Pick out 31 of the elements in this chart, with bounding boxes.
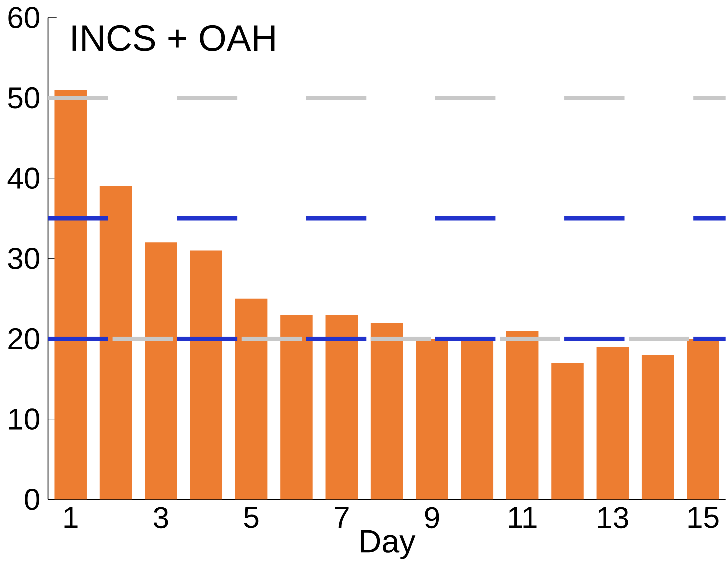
bar bbox=[54, 90, 87, 500]
bar bbox=[190, 250, 223, 500]
bar bbox=[280, 314, 313, 500]
x-tick-label: 1 bbox=[64, 507, 78, 528]
x-tick-label: 9 bbox=[425, 506, 440, 528]
y-tick-label: 0 bbox=[25, 488, 40, 510]
y-tick-label: 10 bbox=[9, 408, 40, 430]
chart-title: INCS + OAH bbox=[72, 25, 275, 52]
y-tick-label: 40 bbox=[8, 168, 40, 189]
x-tick-label: 5 bbox=[244, 507, 259, 528]
bar bbox=[145, 242, 178, 500]
x-tick-label: 15 bbox=[688, 507, 719, 528]
x-tick-label: 3 bbox=[154, 506, 168, 528]
bar bbox=[370, 322, 404, 500]
x-tick-label: 13 bbox=[598, 506, 628, 528]
bar bbox=[642, 354, 674, 500]
x-tick-label: 7 bbox=[335, 507, 349, 528]
y-tick-label: 30 bbox=[8, 248, 40, 270]
bar bbox=[100, 186, 132, 500]
bar bbox=[235, 298, 268, 500]
x-tick-label: 11 bbox=[509, 507, 537, 528]
bar bbox=[416, 338, 448, 500]
y-tick-label: 20 bbox=[8, 328, 40, 350]
bar bbox=[596, 346, 630, 500]
bar bbox=[687, 338, 720, 500]
bar bbox=[326, 314, 358, 500]
x-axis-title: Day bbox=[361, 530, 416, 560]
bar bbox=[552, 362, 584, 500]
bar bbox=[506, 330, 539, 500]
y-tick-label: 60 bbox=[8, 6, 40, 28]
y-tick-label: 50 bbox=[8, 87, 40, 109]
